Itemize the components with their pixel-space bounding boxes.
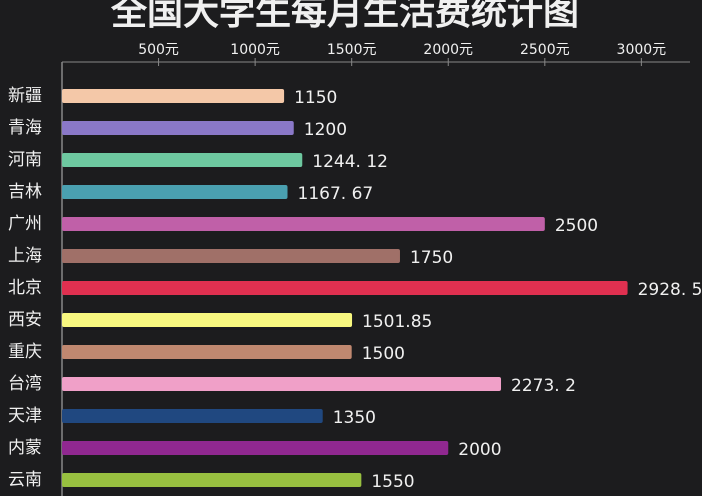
bar [62,89,285,103]
bar [62,377,502,391]
value-label: 2928. 5 [638,280,702,300]
value-label: 1167. 67 [298,184,374,204]
bar [62,409,323,423]
bar [62,185,288,199]
value-label: 1550 [371,472,414,492]
value-label: 1750 [410,248,453,268]
bar [62,313,353,327]
y-tick-label: 天津 [8,406,42,426]
bar [62,345,352,359]
bar [62,153,303,167]
x-tick-label: 2500元 [520,42,570,58]
x-tick-label: 3000元 [617,42,667,58]
value-label: 1500 [362,344,405,364]
value-label: 2273. 2 [511,376,576,396]
y-tick-label: 西安 [8,310,42,330]
bar [62,473,362,487]
x-tick-label: 500元 [138,42,179,58]
bar [62,121,294,135]
x-tick-label: 1500元 [327,42,377,58]
y-tick-label: 青海 [8,118,42,138]
y-tick-label: 吉林 [8,182,42,202]
y-tick-label: 新疆 [8,86,42,106]
bar [62,441,449,455]
y-tick-label: 河南 [8,150,42,170]
y-tick-label: 云南 [8,470,42,490]
bar [62,281,628,295]
bar [62,249,400,263]
value-label: 1501.85 [362,312,432,332]
y-tick-label: 北京 [8,278,42,298]
value-label: 1244. 12 [312,152,388,172]
chart-title: 全国大学生每月生活费统计图 [110,0,579,33]
y-tick-label: 内蒙 [8,438,42,458]
value-label: 1200 [304,120,347,140]
x-tick-label: 2000元 [423,42,473,58]
y-tick-label: 重庆 [8,342,42,362]
y-tick-label: 广州 [8,214,42,234]
value-label: 1150 [294,88,337,108]
bar [62,217,545,231]
y-tick-label: 上海 [8,246,42,266]
value-label: 2000 [458,440,501,460]
value-label: 1350 [333,408,376,428]
y-tick-label: 台湾 [8,374,42,394]
value-label: 2500 [555,216,598,236]
x-tick-label: 1000元 [230,42,280,58]
